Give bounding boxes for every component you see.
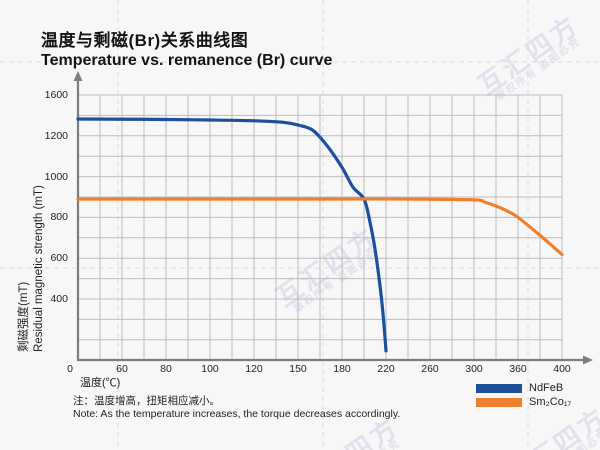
x-tick-label: 80 [160, 363, 172, 375]
title-block: 温度与剩磁(Br)关系曲线图 Temperature vs. remanence… [41, 30, 332, 71]
x-tick-label: 150 [289, 363, 307, 375]
y-tick-label: 400 [50, 293, 68, 305]
x-tick-label: 180 [333, 363, 351, 375]
note-line-en: Note: As the temperature increases, the … [73, 407, 401, 420]
legend-swatch [476, 397, 522, 407]
x-tick-label: 60 [116, 363, 128, 375]
x-axis-arrow [583, 355, 593, 365]
x-tick-label: 120 [245, 363, 263, 375]
y-tick-label: 1200 [44, 130, 68, 142]
legend-item: Sm₂Co₁₇ [476, 396, 571, 410]
y-tick-label: 800 [50, 211, 68, 223]
x-tick-label: 260 [421, 363, 439, 375]
y-axis-label-zh: 剩磁强度(mT) [18, 281, 30, 352]
legend-label: Sm₂Co₁₇ [529, 395, 572, 408]
x-tick-label: 220 [377, 363, 395, 375]
x-tick-label: 100 [201, 363, 219, 375]
origin-tick-label: 0 [67, 363, 73, 375]
legend-label: NdFeB [529, 382, 564, 395]
curve-ndfeb [76, 117, 388, 353]
y-tick-label: 600 [50, 252, 68, 264]
x-tick-label: 300 [465, 363, 483, 375]
legend-swatch [476, 384, 522, 394]
y-tick-label: 1600 [44, 89, 68, 101]
page-title-en: Temperature vs. remanence (Br) curve [41, 52, 333, 69]
y-axis-arrow [73, 71, 83, 81]
y-axis-label-en: Residual magnetic strength (mT) [33, 185, 45, 352]
note-block: 注：温度增高，扭矩相应减小。 Note: As the temperature … [73, 395, 400, 420]
curve-smco [76, 197, 564, 257]
x-tick-label: 400 [553, 363, 571, 375]
page-title-zh: 温度与剩磁(Br)关系曲线图 [41, 31, 249, 50]
x-tick-label: 360 [509, 363, 527, 375]
legend-item: NdFeB [476, 382, 571, 396]
chart-legend: NdFeB Sm₂Co₁₇ [476, 382, 571, 409]
y-tick-label: 1000 [44, 171, 68, 183]
x-axis-label-zh: 温度(℃) [80, 377, 121, 389]
note-line-zh: 注：温度增高，扭矩相应减小。 [73, 395, 220, 407]
